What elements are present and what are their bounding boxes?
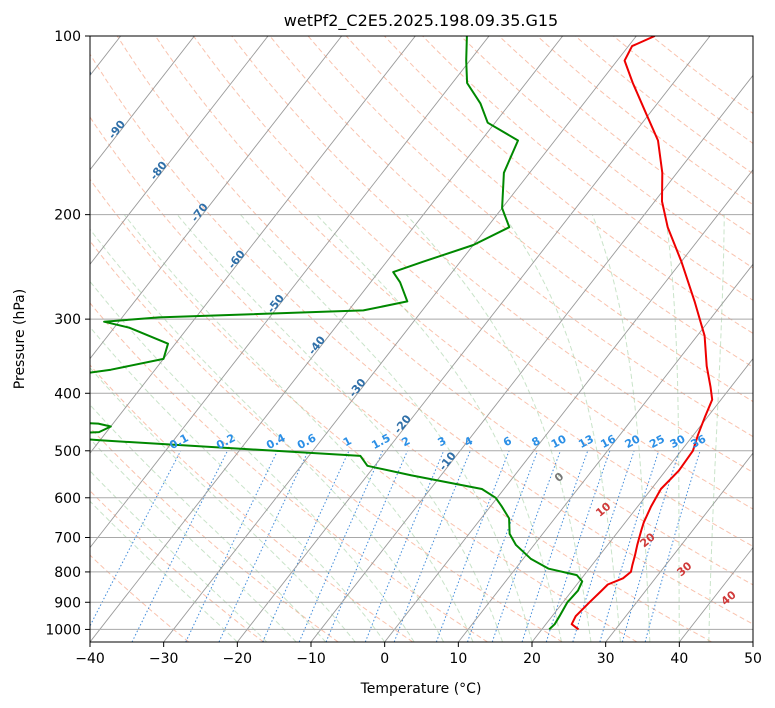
x-tick-label: 50	[744, 651, 762, 667]
y-tick-label: 900	[54, 595, 81, 611]
isotherm	[90, 36, 343, 360]
mixing-ratio-line	[599, 450, 660, 642]
isotherm	[310, 74, 753, 642]
dewpoint-line	[90, 36, 584, 631]
temperature-line	[570, 36, 714, 631]
moist-adiabat	[664, 214, 680, 642]
y-tick-label: 300	[54, 312, 81, 328]
y-tick-label: 600	[54, 491, 81, 507]
isotherm	[90, 36, 269, 265]
chart-title: wetPf2_C2E5.2025.198.09.35.G15	[284, 11, 558, 31]
x-tick-label: −10	[296, 651, 326, 667]
moist-adiabat	[316, 214, 562, 642]
moist-adiabat	[708, 214, 725, 642]
x-tick-label: 0	[380, 651, 389, 667]
moist-adiabat	[90, 280, 415, 642]
mixing-ratio-line	[325, 450, 408, 642]
y-axis-label: Pressure (hPa)	[12, 289, 28, 389]
isotherm	[384, 169, 753, 642]
x-tick-label: 20	[523, 651, 541, 667]
grid-lines	[90, 36, 753, 642]
dry-adiabat	[193, 36, 753, 510]
y-tick-label: 400	[54, 386, 81, 402]
moist-adiabat	[90, 326, 386, 642]
mixing-ratio-line	[131, 450, 228, 642]
dry-adiabat	[90, 364, 414, 642]
y-tick-label: 800	[54, 565, 81, 581]
mixing-ratio-line	[364, 450, 445, 642]
moist-adiabat	[90, 470, 268, 642]
moist-adiabat	[90, 404, 327, 642]
dry-adiabat	[345, 36, 753, 368]
mixing-ratio-line	[521, 450, 589, 642]
isotherm	[605, 452, 753, 642]
dry-adiabat	[384, 36, 753, 334]
isotherm	[90, 36, 416, 454]
mixing-ratio-label: 30	[668, 432, 688, 451]
isotherm	[457, 263, 753, 642]
dry-adiabat	[90, 53, 753, 625]
profile-lines	[90, 36, 714, 631]
isotherm	[90, 36, 195, 171]
x-tick-label: 40	[670, 651, 688, 667]
dry-adiabat	[154, 36, 753, 548]
mixing-ratio-label: 36	[689, 432, 709, 451]
x-tick-label: 10	[449, 651, 467, 667]
mixing-ratio-label: 25	[647, 432, 667, 451]
moist-adiabat	[90, 500, 238, 642]
mixing-ratio-line	[185, 450, 278, 642]
isotherm	[90, 36, 490, 549]
dry-adiabat	[231, 36, 753, 473]
dry-adiabat	[90, 426, 339, 642]
mixing-ratio-label: 10	[549, 432, 569, 451]
dry-adiabat	[536, 36, 753, 206]
mixing-ratio-line	[298, 450, 384, 642]
axes: −40 −30 −20 −10 0 10 20 30 40 50 100 200 300 400 500 60…	[45, 29, 762, 667]
mixing-ratio-label: 13	[576, 432, 596, 451]
y-tick-label: 700	[54, 531, 81, 547]
dry-adiabat	[460, 36, 753, 269]
moist-adiabat	[90, 228, 445, 642]
dry-adiabat	[269, 36, 753, 438]
dry-adiabat	[613, 36, 753, 144]
moist-adiabat	[123, 214, 474, 642]
x-tick-label: −20	[223, 651, 253, 667]
background-lines	[90, 36, 753, 642]
x-axis-label: Temperature (°C)	[360, 681, 482, 697]
dry-adiabat	[307, 36, 753, 403]
mixing-ratio-line	[545, 450, 611, 642]
moist-adiabat	[591, 214, 651, 642]
mixing-ratio-line	[262, 450, 350, 642]
isotherm	[90, 36, 564, 642]
y-tick-label: 1000	[45, 622, 81, 638]
x-tick-label: −40	[75, 651, 105, 667]
isotherm	[163, 36, 637, 642]
dry-adiabat	[116, 36, 753, 586]
moist-adiabat	[90, 438, 297, 642]
mixing-ratio-line	[90, 450, 182, 627]
x-tick-label: −30	[149, 651, 179, 667]
y-tick-label: 200	[54, 208, 81, 224]
plot-frame	[89, 35, 754, 643]
moist-adiabat	[176, 214, 503, 642]
isotherm	[236, 36, 711, 642]
mixing-ratio-label: 16	[598, 432, 618, 451]
x-tick-label: 30	[597, 651, 615, 667]
isotherm	[531, 357, 753, 642]
mixing-ratio-line	[572, 450, 635, 642]
moist-adiabat	[90, 367, 356, 642]
y-tick-label: 500	[54, 444, 81, 460]
dry-adiabat	[90, 116, 712, 642]
y-tick-label: 100	[54, 29, 81, 45]
dry-adiabat	[90, 302, 488, 642]
mixing-ratio-label: 20	[623, 432, 643, 451]
mixing-ratio-line	[218, 450, 309, 642]
